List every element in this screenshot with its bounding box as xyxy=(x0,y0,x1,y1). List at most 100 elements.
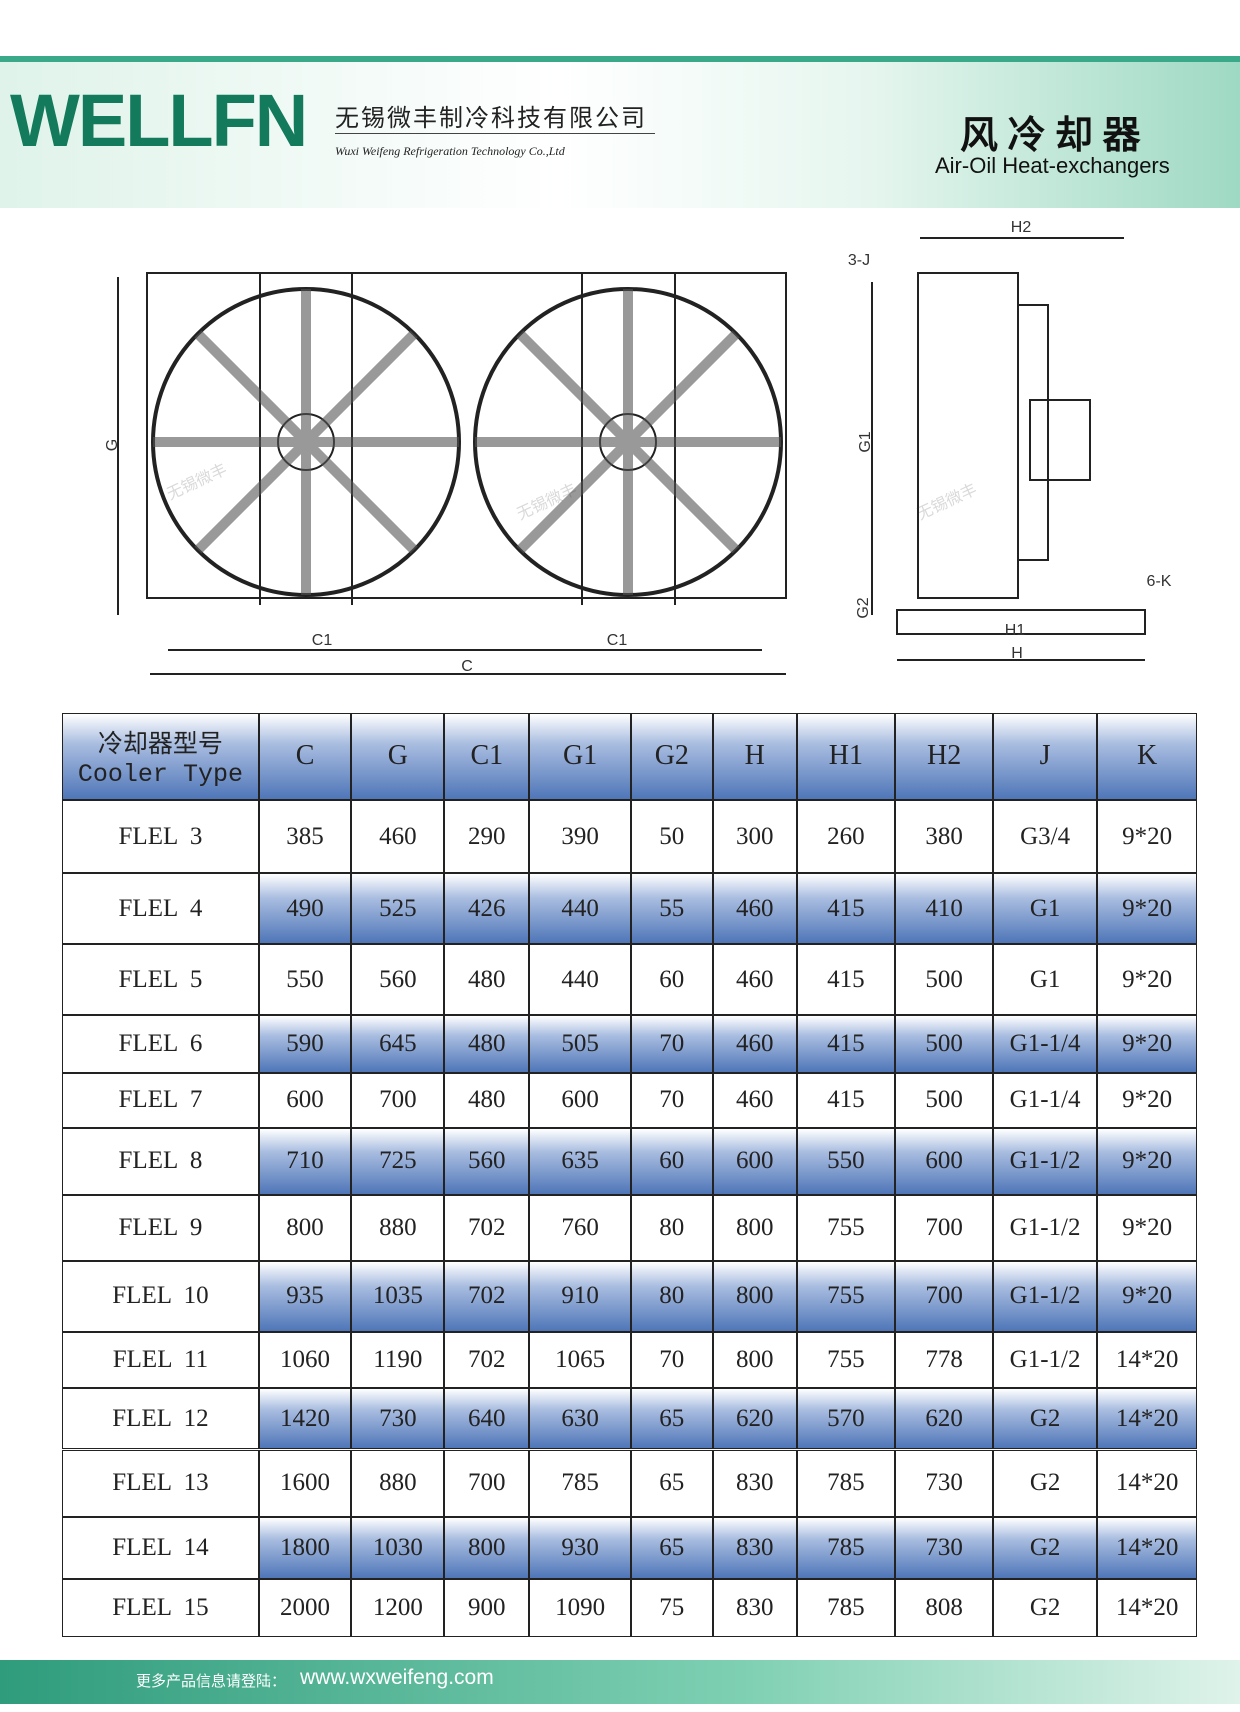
column-header: H1 xyxy=(796,712,896,801)
value-cell: 290 xyxy=(444,800,530,874)
value-cell: 620 xyxy=(895,1388,994,1450)
value-cell: 415 xyxy=(796,873,896,945)
value-cell: 1060 xyxy=(258,1331,352,1389)
value-cell: 65 xyxy=(630,1449,713,1518)
value-cell: 800 xyxy=(444,1517,530,1580)
value-cell: 1800 xyxy=(258,1517,352,1580)
header-text: Cooler Type xyxy=(77,759,243,789)
value-cell: G2 xyxy=(993,1388,1097,1450)
value-cell: 600 xyxy=(712,1127,797,1196)
value-cell: 755 xyxy=(796,1195,896,1261)
model-cell: FLEL 4 xyxy=(62,873,259,945)
dim-label: H1 xyxy=(1005,622,1026,639)
value-cell: 55 xyxy=(630,873,713,945)
value-cell: G1-1/2 xyxy=(993,1127,1097,1196)
value-cell: G1 xyxy=(993,873,1097,945)
dim-label: G1 xyxy=(857,431,874,452)
value-cell: 75 xyxy=(630,1579,713,1638)
company-en: Wuxi Weifeng Refrigeration Technology Co… xyxy=(335,144,565,158)
model-cell: FLEL 10 xyxy=(62,1260,259,1332)
value-cell: 730 xyxy=(895,1517,994,1580)
value-cell: 635 xyxy=(529,1127,631,1196)
value-cell: 645 xyxy=(351,1015,445,1073)
value-cell: 1035 xyxy=(351,1260,445,1332)
value-cell: 785 xyxy=(529,1449,631,1518)
value-cell: G1 xyxy=(993,944,1097,1016)
value-cell: 800 xyxy=(712,1260,797,1332)
dim-label: C xyxy=(461,658,473,675)
column-header: G1 xyxy=(529,712,631,801)
value-cell: G1-1/4 xyxy=(993,1072,1097,1128)
value-cell: 710 xyxy=(258,1127,352,1196)
column-header: C1 xyxy=(444,712,530,801)
value-cell: 14*20 xyxy=(1096,1388,1198,1450)
model-cell: FLEL 9 xyxy=(62,1195,259,1261)
value-cell: 426 xyxy=(444,873,530,945)
model-cell: FLEL 14 xyxy=(62,1517,259,1580)
model-cell: FLEL 13 xyxy=(62,1449,259,1518)
value-cell: 600 xyxy=(258,1072,352,1128)
column-header: J xyxy=(993,712,1097,801)
value-cell: 600 xyxy=(895,1127,994,1196)
value-cell: 14*20 xyxy=(1096,1331,1198,1389)
value-cell: 65 xyxy=(630,1388,713,1450)
value-cell: 480 xyxy=(444,1015,530,1073)
value-cell: 702 xyxy=(444,1260,530,1332)
value-cell: 620 xyxy=(712,1388,797,1450)
model-cell: FLEL 15 xyxy=(62,1579,259,1638)
value-cell: 460 xyxy=(712,1015,797,1073)
value-cell: G1-1/2 xyxy=(993,1331,1097,1389)
value-cell: 755 xyxy=(796,1331,896,1389)
value-cell: 9*20 xyxy=(1096,1127,1198,1196)
value-cell: 70 xyxy=(630,1072,713,1128)
value-cell: 9*20 xyxy=(1096,1195,1198,1261)
value-cell: G2 xyxy=(993,1449,1097,1518)
header-text: 冷却器型号 xyxy=(97,730,223,760)
footer-band xyxy=(0,1660,1240,1704)
value-cell: 480 xyxy=(444,1072,530,1128)
value-cell: 50 xyxy=(630,800,713,874)
value-cell: 380 xyxy=(895,800,994,874)
value-cell: 525 xyxy=(351,873,445,945)
value-cell: 785 xyxy=(796,1579,896,1638)
value-cell: 460 xyxy=(712,873,797,945)
value-cell: 9*20 xyxy=(1096,1072,1198,1128)
value-cell: 1190 xyxy=(351,1331,445,1389)
value-cell: 700 xyxy=(895,1195,994,1261)
value-cell: 440 xyxy=(529,944,631,1016)
value-cell: 560 xyxy=(444,1127,530,1196)
value-cell: 630 xyxy=(529,1388,631,1450)
value-cell: 830 xyxy=(712,1579,797,1638)
model-cell: FLEL 11 xyxy=(62,1331,259,1389)
model-cell: FLEL 6 xyxy=(62,1015,259,1073)
value-cell: 14*20 xyxy=(1096,1579,1198,1638)
value-cell: 415 xyxy=(796,1015,896,1073)
value-cell: 785 xyxy=(796,1449,896,1518)
value-cell: 1420 xyxy=(258,1388,352,1450)
footer-prompt: 更多产品信息请登陆： xyxy=(136,1672,287,1690)
value-cell: 640 xyxy=(444,1388,530,1450)
value-cell: 390 xyxy=(529,800,631,874)
watermark: 无锡微丰 xyxy=(164,460,230,503)
value-cell: 9*20 xyxy=(1096,944,1198,1016)
column-header: K xyxy=(1096,712,1198,801)
model-cell: FLEL 7 xyxy=(62,1072,259,1128)
header-line xyxy=(0,56,1240,62)
dim-label: 3-J xyxy=(848,252,870,269)
dim-label: C1 xyxy=(607,632,628,649)
value-cell: 2000 xyxy=(258,1579,352,1638)
value-cell: 14*20 xyxy=(1096,1449,1198,1518)
value-cell: 490 xyxy=(258,873,352,945)
value-cell: 570 xyxy=(796,1388,896,1450)
value-cell: 702 xyxy=(444,1195,530,1261)
value-cell: 760 xyxy=(529,1195,631,1261)
dim-label: H2 xyxy=(1011,219,1032,236)
value-cell: 9*20 xyxy=(1096,800,1198,874)
value-cell: 9*20 xyxy=(1096,1015,1198,1073)
value-cell: 560 xyxy=(351,944,445,1016)
value-cell: 900 xyxy=(444,1579,530,1638)
value-cell: 800 xyxy=(258,1195,352,1261)
value-cell: 935 xyxy=(258,1260,352,1332)
product-en: Air-Oil Heat-exchangers xyxy=(935,153,1170,178)
